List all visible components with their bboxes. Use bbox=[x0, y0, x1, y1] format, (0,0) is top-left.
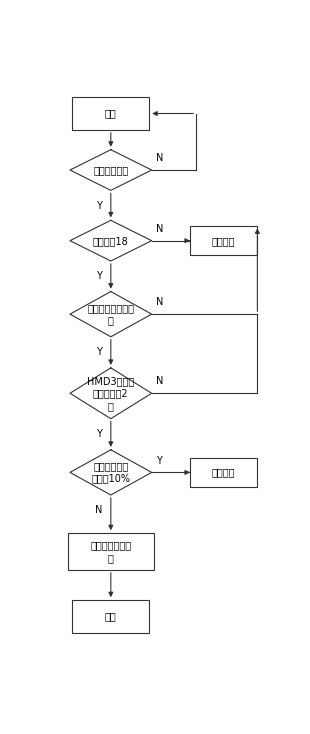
Text: Y: Y bbox=[96, 200, 102, 211]
Text: 结束: 结束 bbox=[105, 611, 117, 622]
Text: Y: Y bbox=[96, 347, 102, 357]
Text: N: N bbox=[157, 153, 164, 163]
Text: 是否大于18: 是否大于18 bbox=[93, 236, 129, 246]
Text: Y: Y bbox=[157, 456, 162, 465]
Bar bbox=[190, 226, 257, 255]
Text: N: N bbox=[95, 505, 103, 515]
Bar bbox=[68, 533, 154, 570]
Text: 开始: 开始 bbox=[105, 109, 117, 118]
Bar bbox=[190, 458, 257, 487]
Bar bbox=[72, 97, 149, 130]
Text: Y: Y bbox=[96, 271, 102, 281]
Text: Y: Y bbox=[96, 429, 102, 439]
Text: 正常生产: 正常生产 bbox=[212, 236, 236, 246]
Bar bbox=[72, 600, 149, 633]
Text: 稳定辊转矩是
否大于10%: 稳定辊转矩是 否大于10% bbox=[91, 461, 130, 484]
Text: 判断轧制规格: 判断轧制规格 bbox=[93, 165, 128, 175]
Text: N: N bbox=[157, 297, 164, 308]
Text: 启动大规格打滑判
断: 启动大规格打滑判 断 bbox=[87, 303, 134, 325]
Text: 正常生产: 正常生产 bbox=[212, 468, 236, 477]
Text: N: N bbox=[157, 224, 164, 234]
Text: 启动打滑碎断处
理: 启动打滑碎断处 理 bbox=[90, 540, 131, 563]
Text: HMD3是否有
信号并延时2
秒: HMD3是否有 信号并延时2 秒 bbox=[87, 376, 135, 411]
Text: N: N bbox=[157, 377, 164, 387]
